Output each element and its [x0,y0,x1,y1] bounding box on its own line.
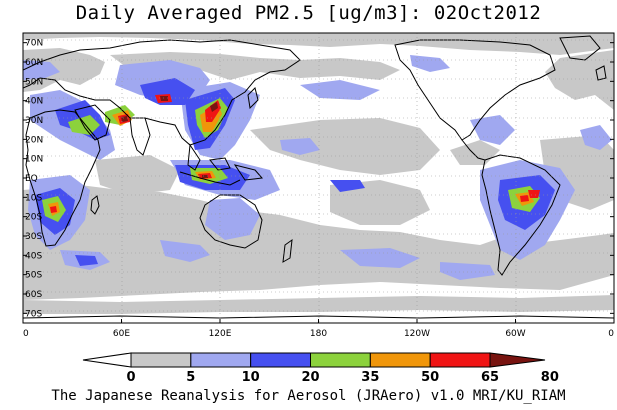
lat-label: 20N [25,135,43,145]
lat-label: 40S [25,251,42,261]
lat-label: 10N [25,155,43,165]
colorbar-swatch [82,352,132,368]
colorbar-swatch [429,352,491,368]
longitude-labels: 0 60E 120E 180 120W 60W 0 [23,329,614,339]
colorbar-swatch [310,352,371,368]
coastlines [23,35,614,319]
lat-label: 50S [25,271,42,281]
colorbar-label: 0 [126,370,135,385]
lon-label: 120E [209,329,232,339]
colorbar-swatch [190,352,252,368]
lat-label: 10S [25,193,42,203]
colorbar-label: 20 [301,370,319,385]
lon-label: 0 [608,329,614,339]
credit-line: The Japanese Reanalysis for Aerosol (JRA… [51,388,566,404]
pm25-field [23,33,614,323]
colorbar: 0 5 10 20 35 50 65 80 [82,352,559,385]
lat-label: 70S [25,309,42,319]
lat-label: EQ [25,174,38,184]
colorbar-label: 10 [242,370,260,385]
colorbar-swatch [369,352,431,368]
lat-label: 40N [25,97,43,107]
colorbar-swatch [130,352,192,368]
colorbar-label: 5 [186,370,195,385]
pm25-level-80-plus [121,96,218,178]
lon-label: 60W [505,329,525,339]
lon-label: 60E [113,329,130,339]
colorbar-label: 50 [421,370,439,385]
colorbar-label: 80 [541,370,559,385]
colorbar-label: 35 [361,370,379,385]
lat-label: 70N [25,39,43,49]
colorbar-swatch [250,352,312,368]
lat-label: 60N [25,58,43,68]
colorbar-label: 65 [481,370,499,385]
pm25-level-5-10 [23,33,614,314]
lat-label: 50N [25,77,43,87]
lat-label: 30S [25,232,42,242]
tick-marks [22,42,615,323]
latitude-labels: 70N 60N 50N 40N 30N 20N 10N EQ 10S 20S 30S 40S 50S 60… [25,39,43,320]
lon-label: 120W [404,329,430,339]
map-title: Daily Averaged PM2.5 [ug/m3]: 02Oct2012 [75,2,542,24]
lat-label: 20S [25,213,42,223]
lon-label: 0 [23,329,29,339]
lat-label: 30N [25,116,43,126]
graticule [23,33,614,323]
colorbar-swatch [489,352,546,368]
lat-label: 60S [25,290,42,300]
lon-label: 180 [310,329,327,339]
